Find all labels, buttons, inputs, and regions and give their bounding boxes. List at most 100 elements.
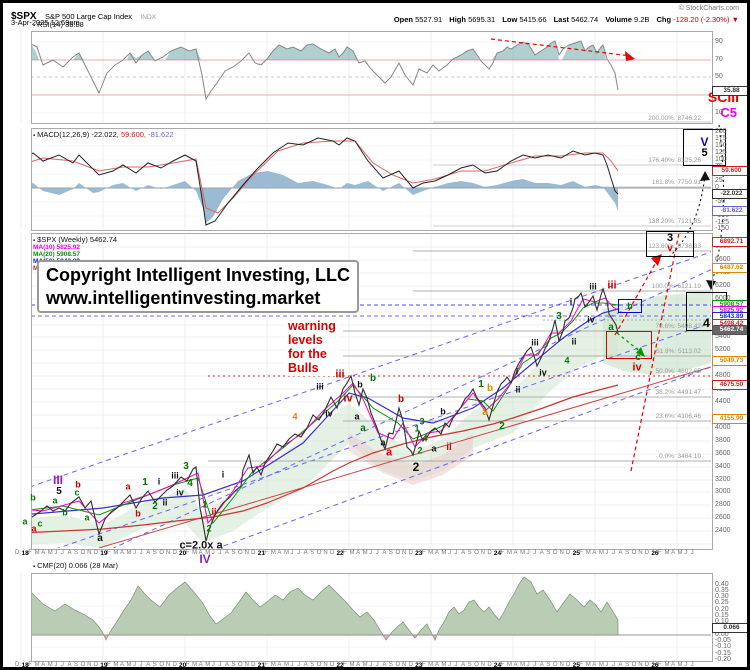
wave-label: 1 — [202, 499, 208, 510]
xaxis-month-label: M — [362, 550, 368, 556]
wave-5-target-box: V 5 — [683, 129, 726, 166]
xaxis-year-label: 25 — [572, 550, 580, 557]
price-axis-tick: 5400 — [715, 333, 731, 340]
xaxis-month-label: A — [356, 550, 361, 556]
wave-label: 1 — [414, 423, 420, 434]
wave-label: b — [397, 394, 405, 405]
wave-label: a — [22, 516, 28, 527]
xaxis-month-label: F — [264, 550, 268, 556]
macd-axis-tick: 175 — [715, 135, 727, 142]
wave-label: a — [608, 322, 614, 333]
copyright-annotation: Copyright Intelligent Investing, LLC www… — [37, 260, 359, 313]
xaxis-month-label: S — [546, 550, 551, 556]
wave-label: 3 — [419, 416, 425, 427]
xaxis-month-label: S — [74, 662, 79, 668]
xaxis-month-label: D — [566, 550, 571, 556]
fib-extension-label: 161.8%: 7750.91 — [651, 179, 701, 186]
wave-label: 2 — [499, 421, 505, 432]
rsi-axis-tick: 50 — [715, 73, 723, 80]
xaxis-month-label: J — [447, 662, 451, 668]
xaxis-month-label: O — [631, 550, 637, 556]
cmf-axis-tick: -0.10 — [715, 643, 731, 650]
xaxis-year-label: 24 — [493, 662, 502, 669]
wave-label: b — [75, 479, 81, 490]
price-axis-tick: 3400 — [715, 463, 731, 470]
xaxis-month-label: D — [487, 662, 492, 668]
cmf-legend-text: CMF(20) 0.066 (28 Mar) — [37, 561, 118, 570]
price-axis-tick: 2800 — [715, 501, 731, 508]
rsi-legend-text: RSI(14) 35.88 — [37, 20, 84, 29]
xaxis-month-label: A — [461, 662, 466, 668]
wave-label: b — [62, 507, 68, 518]
xaxis-month-label: M — [34, 550, 40, 556]
volume-value: 9.2B — [633, 15, 650, 24]
xaxis-month-label: M — [362, 662, 368, 668]
xaxis-month-label: D — [408, 550, 413, 556]
chart-header: $SPX S&P 500 Large Cap Index INDX — [11, 6, 156, 24]
xaxis-month-label: J — [369, 550, 373, 556]
cmf-axis-tick: 0.40 — [715, 581, 729, 588]
xaxis-month-label: S — [625, 550, 630, 556]
xaxis-year-label: 21 — [257, 662, 265, 669]
xaxis-month-label: S — [310, 550, 315, 556]
open-label: Open — [393, 15, 413, 24]
wave-label: ii — [515, 384, 521, 395]
macd-axis-tick: -150 — [715, 225, 730, 232]
macd-axis-tick: -125 — [715, 219, 730, 226]
macd-axis-tick: 25 — [715, 177, 723, 184]
macd-legend: ▪ MACD(12,26,9) -22.022, 59.600, -81.622 — [33, 130, 174, 139]
xaxis-year-label: 23 — [415, 550, 423, 557]
xaxis-month-label: D — [644, 550, 650, 556]
xaxis-month-label: O — [80, 662, 86, 668]
xaxis-month-label: A — [513, 550, 518, 556]
xaxis-month-label: M — [598, 662, 604, 668]
cmf-axis-tick: 0.35 — [715, 587, 729, 594]
xaxis-month-label: A — [41, 662, 46, 668]
xaxis-year-label: 22 — [336, 550, 344, 557]
price-axis-tick: 2400 — [715, 527, 731, 534]
xaxis-month-label: A — [356, 662, 361, 668]
xaxis-month-label: A — [671, 662, 676, 668]
xaxis-month-label: J — [218, 662, 222, 668]
xaxis-month-label: F — [500, 550, 505, 556]
cmf-axis-tick: -0.05 — [715, 637, 731, 644]
xaxis-month-label: N — [480, 662, 486, 668]
xaxis-month-label: F — [185, 550, 190, 556]
macd-axis-tick: 0 — [715, 184, 719, 191]
xaxis-month-label: A — [146, 550, 151, 556]
xaxis-month-label: S — [467, 550, 472, 556]
xaxis-month-label: O — [552, 550, 558, 556]
macd-value-box: -22.022 — [712, 189, 747, 199]
wave-label: a — [431, 443, 437, 454]
xaxis-month-label: D — [487, 550, 492, 556]
wave-label: a — [360, 423, 366, 434]
xaxis-year-label: 19 — [100, 550, 108, 557]
wave-label: iii — [589, 281, 597, 292]
xaxis-month-label: D — [251, 550, 256, 556]
xaxis-month-label: O — [316, 662, 322, 668]
wave-label: 5 — [56, 486, 62, 497]
rsi-legend: ▪ RSI(14) 35.88 — [33, 20, 84, 29]
xaxis-month-label: A — [277, 550, 282, 556]
wave-label: c — [37, 518, 43, 529]
low-value: 5415.66 — [519, 15, 547, 24]
wave-label: IV — [199, 552, 211, 566]
xaxis-month-label: N — [638, 550, 643, 556]
cmf-axis-tick: -0.15 — [715, 650, 731, 657]
xaxis-month-label: J — [684, 662, 688, 668]
xaxis-month-label: A — [277, 662, 282, 668]
xaxis-month-label: F — [500, 662, 505, 668]
xaxis-month-label: A — [618, 550, 623, 556]
wave-label: a — [354, 411, 360, 422]
high-value: 5695.31 — [468, 15, 496, 24]
price-axis-tick: 3600 — [715, 450, 731, 457]
wave-label: a — [97, 533, 103, 544]
xaxis-month-label: A — [382, 662, 387, 668]
wave-label: iii — [607, 279, 617, 292]
price-level-box: 4155.99 — [712, 414, 747, 424]
wave-label: iv — [325, 408, 333, 419]
wave-label: a — [385, 446, 393, 459]
xaxis-month-label: A — [303, 550, 308, 556]
wave-label: iii — [316, 381, 324, 392]
wave-label: iv — [539, 367, 547, 378]
